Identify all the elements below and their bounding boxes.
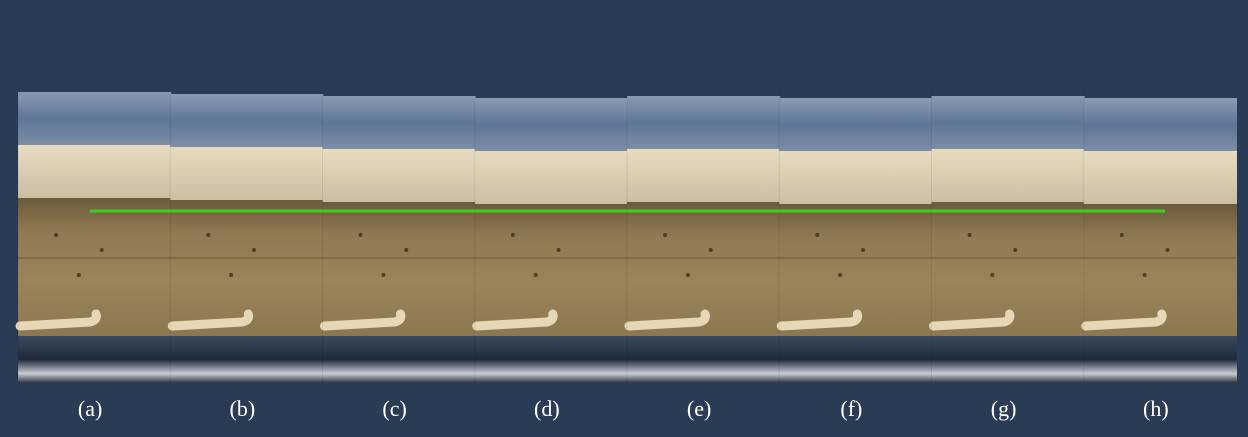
panel-label: (a)	[78, 396, 102, 421]
base-layer	[932, 336, 1085, 383]
soil-spot	[100, 248, 104, 252]
soil-spot	[1143, 273, 1147, 277]
sand-layer	[475, 151, 628, 205]
sand-layer	[323, 149, 476, 203]
soil-spot	[1165, 248, 1169, 252]
soil-spot	[663, 233, 667, 237]
base-layer	[1084, 336, 1237, 383]
soil-spot	[1120, 233, 1124, 237]
photo-panel	[18, 92, 171, 383]
panel-label: (b)	[230, 396, 256, 421]
base-layer	[323, 336, 476, 383]
panel-label: (h)	[1143, 396, 1169, 421]
glass-layer	[18, 92, 171, 146]
photo-panel	[475, 92, 628, 383]
base-layer	[170, 336, 323, 383]
base-layer	[18, 336, 171, 383]
sand-layer	[170, 147, 323, 201]
sand-layer	[1084, 151, 1237, 205]
sand-layer	[18, 145, 171, 199]
soil-spot	[404, 248, 408, 252]
soil-spot	[556, 248, 560, 252]
panel-label: (e)	[687, 396, 711, 421]
photo-strip	[18, 92, 1237, 383]
soil-spot	[709, 248, 713, 252]
soil-spot	[990, 273, 994, 277]
panel-label: (f)	[840, 396, 862, 421]
sand-layer	[779, 151, 932, 205]
soil-spot	[838, 273, 842, 277]
soil-spot	[381, 273, 385, 277]
glass-layer	[323, 96, 476, 150]
panel-label: (g)	[991, 396, 1017, 421]
glass-layer	[932, 96, 1085, 150]
base-layer	[627, 336, 780, 383]
soil-spot	[534, 273, 538, 277]
photo-panel	[627, 92, 780, 383]
glass-layer	[1084, 98, 1237, 152]
base-layer	[779, 336, 932, 383]
glass-layer	[779, 98, 932, 152]
soil-spot	[511, 233, 515, 237]
soil-spot	[229, 273, 233, 277]
photo-panel	[779, 92, 932, 383]
glass-layer	[170, 94, 323, 148]
soil-spot	[686, 273, 690, 277]
soil-spot	[968, 233, 972, 237]
soil-spot	[77, 273, 81, 277]
soil-spot	[815, 233, 819, 237]
glass-layer	[475, 98, 628, 152]
photo-panel	[170, 92, 323, 383]
photo-panel	[1084, 92, 1237, 383]
base-layer	[475, 336, 628, 383]
glass-layer	[627, 96, 780, 150]
photo-panel	[323, 92, 476, 383]
soil-spot	[206, 233, 210, 237]
soil-spot	[1013, 248, 1017, 252]
panel-label: (d)	[534, 396, 560, 421]
soil-spot	[861, 248, 865, 252]
photo-panel	[932, 92, 1085, 383]
soil-spot	[252, 248, 256, 252]
soil-spot	[54, 233, 58, 237]
soil-spot	[359, 233, 363, 237]
sand-layer	[932, 149, 1085, 203]
figure: (a) (b) (c) (d) (e) (f) (g) (h)	[0, 0, 1248, 437]
panel-label: (c)	[382, 396, 406, 421]
sand-layer	[627, 149, 780, 203]
